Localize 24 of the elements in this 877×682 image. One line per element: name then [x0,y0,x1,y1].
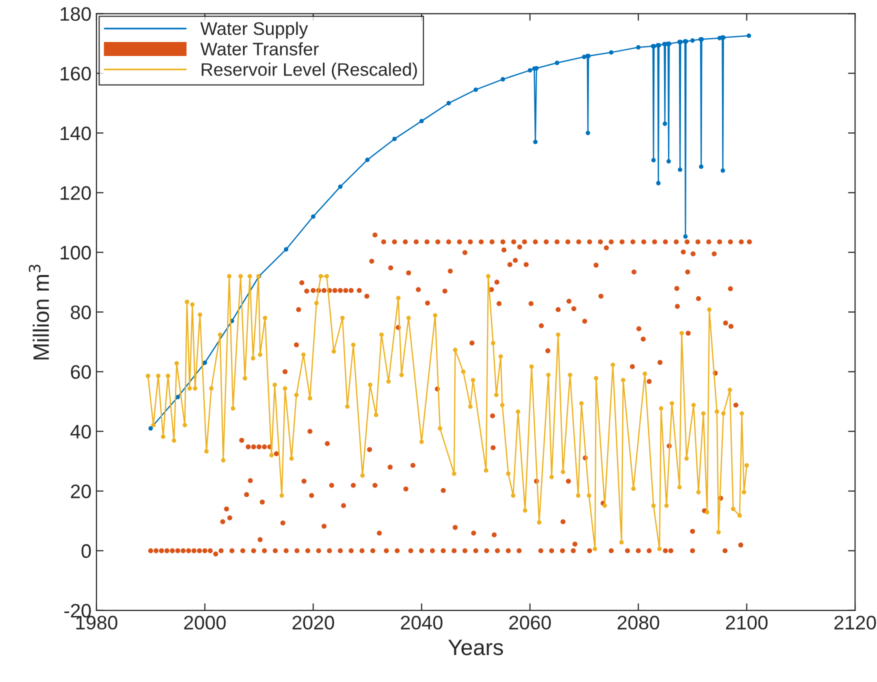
y-tick-label: -20 [64,604,91,618]
legend-label: Water Transfer [200,42,319,56]
x-tick-label: 2020 [292,616,334,630]
legend-label: Reservoir Level (Rescaled) [202,62,417,80]
y-tick-label: 180 [60,7,91,21]
y-tick-label: 100 [60,246,91,260]
y-tick-label: 160 [60,66,91,81]
x-tick-label: 2060 [509,616,551,630]
y-tick-label: 0 [82,544,91,558]
y-tick-label: 60 [70,365,91,379]
x-axis-title: Years [448,640,503,656]
y-tick-label: 40 [70,424,91,439]
x-tick-label: 2040 [400,616,442,630]
legend-label: Water Supply [200,22,308,39]
x-tick-label: 2000 [184,616,226,630]
x-tick-label: 1980 [76,616,118,630]
x-tick-label: 2120 [834,616,876,630]
x-tick-label: 2100 [726,616,768,630]
x-tick-label: 2080 [618,616,660,630]
y-axis-title: Million m$^{3}$ [28,264,50,360]
y-tick-label: 80 [70,305,91,320]
y-tick-label: 20 [70,484,91,498]
y-tick-label: 140 [60,126,91,140]
y-tick-label: 120 [60,186,91,200]
